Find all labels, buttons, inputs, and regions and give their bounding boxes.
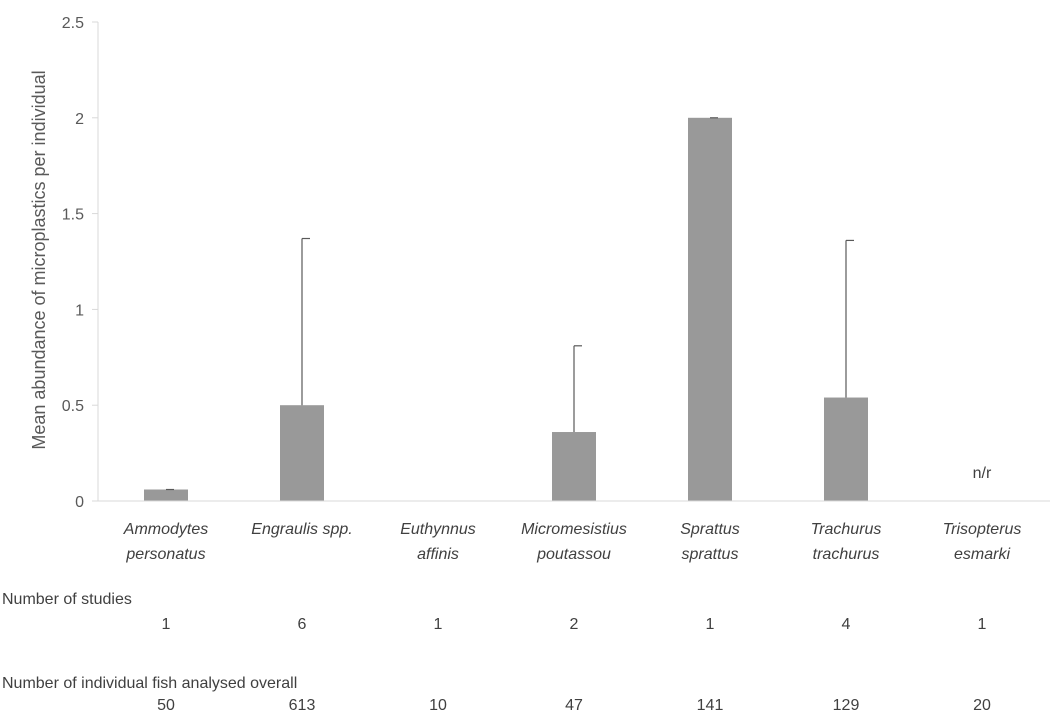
row-value: 1 [706,616,715,633]
category-label: Engraulis spp. [251,521,352,538]
category-label: affinis [417,546,459,563]
category-label: personatus [125,546,205,563]
row-value: 47 [565,697,583,714]
error-bars [166,117,854,491]
y-tick-label: 2 [75,111,84,128]
row-value: 1 [434,616,443,633]
y-tick-label: 2.5 [62,15,84,32]
bar [280,405,324,501]
annotations: n/r [973,465,992,482]
category-label: sprattus [682,546,739,563]
category-label: trachurus [813,546,880,563]
bar [688,117,732,502]
bars [144,117,868,502]
category-label: poutassou [536,546,611,563]
bar [552,432,596,501]
row-value: 129 [833,697,860,714]
row-value: 4 [842,616,851,633]
category-label: esmarki [954,546,1010,563]
y-tick-label: 0 [75,494,84,511]
row-value: 6 [298,616,307,633]
category-label: Trisopterus [943,521,1022,538]
y-tick-label: 1 [75,302,84,319]
y-tick-label: 1.5 [62,207,84,224]
y-axis-title: Mean abundance of microplastics per indi… [29,70,49,449]
category-label: Micromesistius [521,521,627,538]
row-value: 10 [429,697,447,714]
y-axis: 0 0.5 1 1.5 2 2.5 [62,15,99,511]
row-value: 2 [570,616,579,633]
bar [824,397,868,501]
category-label: Ammodytes [123,521,208,538]
category-label: Trachurus [811,521,882,538]
row-value: 50 [157,697,175,714]
row-value: 1 [978,616,987,633]
category-label: Sprattus [680,521,740,538]
bar [144,489,188,501]
y-tick-label: 0.5 [62,398,84,415]
row-value: 141 [697,697,724,714]
row-value: 1 [162,616,171,633]
row-title: Number of studies [2,591,132,608]
row-value: 613 [289,697,316,714]
category-labels: Ammodytes personatus Engraulis spp. Euthynn… [123,521,1022,563]
row-value: 20 [973,697,991,714]
annotation-label: n/r [973,465,992,482]
row-title: Number of individual fish analysed overa… [2,675,297,692]
category-label: Euthynnus [400,521,476,538]
